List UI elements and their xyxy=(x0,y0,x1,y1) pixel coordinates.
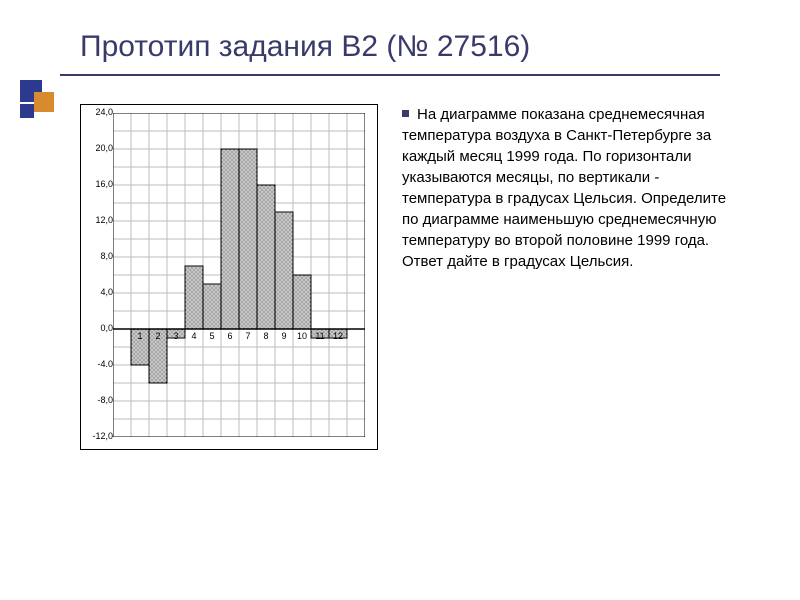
paragraph-text: На диаграмме показана среднемесячная тем… xyxy=(402,106,726,270)
title-divider xyxy=(60,74,720,76)
svg-text:6: 6 xyxy=(227,331,232,341)
chart-container: 24,020,016,012,08,04,00,0-4.0-8,0-12,0 1… xyxy=(80,104,378,450)
content-row: 24,020,016,012,08,04,00,0-4.0-8,0-12,0 1… xyxy=(80,104,740,450)
svg-text:1: 1 xyxy=(137,331,142,341)
svg-text:4: 4 xyxy=(191,331,196,341)
svg-text:12: 12 xyxy=(333,331,343,341)
page-title: Прототип задания B2 (№ 27516) xyxy=(80,30,740,64)
bullet-icon xyxy=(402,110,409,117)
svg-text:10: 10 xyxy=(297,331,307,341)
svg-text:3: 3 xyxy=(173,331,178,341)
corner-decor xyxy=(20,80,70,120)
svg-text:8: 8 xyxy=(263,331,268,341)
chart-plot: 123456789101112 xyxy=(113,113,365,437)
svg-text:9: 9 xyxy=(281,331,286,341)
svg-text:7: 7 xyxy=(245,331,250,341)
svg-text:5: 5 xyxy=(209,331,214,341)
svg-text:2: 2 xyxy=(155,331,160,341)
svg-text:11: 11 xyxy=(315,331,324,341)
problem-text: На диаграмме показана среднемесячная тем… xyxy=(402,104,740,272)
y-axis-labels: 24,020,016,012,08,04,00,0-4.0-8,0-12,0 xyxy=(85,113,113,437)
